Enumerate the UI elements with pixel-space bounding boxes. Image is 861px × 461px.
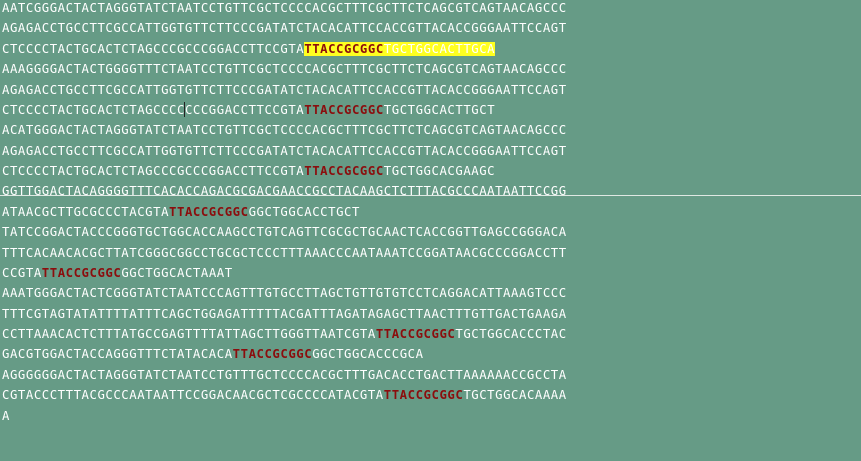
sequence-line[interactable]: GACGTGGACTACCAGGGTTTCTATACACATTACCGCGGCG… bbox=[2, 344, 424, 364]
sequence-text: TTTCGTAGTATATTTTATTTCAGCTGGAGATTTTTACGAT… bbox=[2, 306, 567, 321]
primer-motif-match: TTACCGCGGC bbox=[41, 265, 122, 280]
sequence-text: AAATGGGACTACTCGGGTATCTAATCCCAGTTTGTGCCTT… bbox=[2, 286, 567, 301]
sequence-text: GGTTGGACTACAGGGGTTTCACACCAGACGCGACGAACCG… bbox=[2, 184, 567, 199]
sequence-text: TGCTGGCACCCTAC bbox=[455, 327, 567, 342]
sequence-line[interactable]: AGAGACCTGCCTTCGCCATTGGTGTTCTTCCCGATATCTA… bbox=[2, 18, 567, 38]
sequence-text: ATAACGCTTGCGCCCTACGTA bbox=[2, 204, 170, 219]
primer-motif-match-highlighted: TTACCGCGGC bbox=[304, 41, 384, 56]
sequence-line[interactable]: AGAGACCTGCCTTCGCCATTGGTGTTCTTCCCGATATCTA… bbox=[2, 80, 567, 100]
sequence-line[interactable]: CCGTATTACCGCGGCGGCTGGCACTAAAT bbox=[2, 263, 233, 283]
sequence-line[interactable]: CTCCCCTACTGCACTCTAGCCCGCCCGGACCTTCCGTATT… bbox=[2, 161, 495, 181]
sequence-divider bbox=[0, 195, 861, 196]
sequence-line[interactable]: AGAGACCTGCCTTCGCCATTGGTGTTCTTCCCGATATCTA… bbox=[2, 141, 567, 161]
search-highlight: TTACCGCGGCTGCTGGCACTTGCA bbox=[304, 41, 496, 56]
sequence-text: TTTCACAACACGCTTATCGGGCGGCCTGCGCTCCCTTTAA… bbox=[2, 245, 567, 260]
sequence-text: CTCCCCTACTGCACTCTAGCCCGCCCGGACCTTCCGTA bbox=[2, 41, 305, 56]
sequence-line[interactable]: CGTACCCTTTACGCCCAATAATTCCGGACAACGCTCGCCC… bbox=[2, 385, 567, 405]
sequence-text: CGTACCCTTTACGCCCAATAATTCCGGACAACGCTCGCCC… bbox=[2, 388, 384, 403]
sequence-text: A bbox=[2, 408, 10, 423]
sequence-line[interactable]: AAATGGGACTACTCGGGTATCTAATCCCAGTTTGTGCCTT… bbox=[2, 283, 567, 303]
sequence-line[interactable]: GGTTGGACTACAGGGGTTTCACACCAGACGCGACGAACCG… bbox=[2, 181, 567, 201]
text-cursor bbox=[184, 101, 186, 117]
sequence-line[interactable]: CTCCCCTACTGCACTCTAGCCCCCCCGGACCTTCCGTATT… bbox=[2, 100, 495, 120]
sequence-text: AGAGACCTGCCTTCGCCATTGGTGTTCTTCCCGATATCTA… bbox=[2, 82, 567, 97]
sequence-line[interactable]: AAAGGGGACTACTGGGGTTTCTAATCCTGTTCGCTCCCCA… bbox=[2, 59, 567, 79]
sequence-line[interactable]: TATCCGGACTACCCGGGTGCTGGCACCAAGCCTGTCAGTT… bbox=[2, 222, 567, 242]
sequence-text: GGCTGGCACTAAAT bbox=[121, 265, 233, 280]
sequence-text: AATCGGGACTACTAGGGTATCTAATCCTGTTCGCTCCCCA… bbox=[2, 1, 567, 15]
primer-motif-match: TTACCGCGGC bbox=[304, 102, 384, 117]
sequence-text: AGGGGGGACTACTAGGGTATCTAATCCTGTTTGCTCCCCA… bbox=[2, 367, 567, 382]
sequence-text: TGCTGGCACGAAGC bbox=[383, 164, 496, 179]
primer-motif-match: TTACCGCGGC bbox=[375, 327, 456, 342]
sequence-text: AGAGACCTGCCTTCGCCATTGGTGTTCTTCCCGATATCTA… bbox=[2, 143, 567, 158]
primer-motif-match: TTACCGCGGC bbox=[304, 164, 384, 179]
sequence-line[interactable]: CCTTAAACACTCTTTATGCCGAGTTTTATTAGCTTGGGTT… bbox=[2, 324, 567, 344]
sequence-line[interactable]: TTTCGTAGTATATTTTATTTCAGCTGGAGATTTTTACGAT… bbox=[2, 304, 567, 324]
primer-motif-match: TTACCGCGGC bbox=[383, 388, 464, 403]
sequence-text: CCTTAAACACTCTTTATGCCGAGTTTTATTAGCTTGGGTT… bbox=[2, 327, 376, 342]
sequence-text: CTCCCCTACTGCACTCTAGCCCGCCCGGACCTTCCGTA bbox=[2, 164, 305, 179]
sequence-text: CCGTA bbox=[2, 265, 42, 280]
sequence-text: CTCCCCTACTGCACTCTAGCCCC bbox=[2, 102, 185, 117]
sequence-text: GACGTGGACTACCAGGGTTTCTATACACA bbox=[2, 347, 233, 362]
sequence-text: TGCTGGCACAAAA bbox=[463, 388, 567, 403]
sequence-text: TGCTGGCACTTGCT bbox=[383, 102, 496, 117]
sequence-line[interactable]: A bbox=[2, 406, 10, 426]
sequence-line[interactable]: ATAACGCTTGCGCCCTACGTATTACCGCGGCGGCTGGCAC… bbox=[2, 202, 360, 222]
primer-motif-match: TTACCGCGGC bbox=[232, 347, 313, 362]
sequence-text: AAAGGGGACTACTGGGGTTTCTAATCCTGTTCGCTCCCCA… bbox=[2, 62, 567, 77]
primer-motif-match: TTACCGCGGC bbox=[169, 204, 249, 219]
sequence-text: GGCTGGCACCTGCT bbox=[248, 204, 360, 219]
sequence-text: GGCTGGCACCCGCA bbox=[312, 347, 424, 362]
sequence-line[interactable]: CTCCCCTACTGCACTCTAGCCCGCCCGGACCTTCCGTATT… bbox=[2, 39, 496, 59]
sequence-line[interactable]: TTTCACAACACGCTTATCGGGCGGCCTGCGCTCCCTTTAA… bbox=[2, 243, 567, 263]
highlighted-sequence: TGCTGGCACTTGCA bbox=[383, 41, 496, 56]
sequence-line[interactable]: ACATGGGACTACTAGGGTATCTAATCCTGTTCGCTCCCCA… bbox=[2, 120, 567, 140]
sequence-text: ACATGGGACTACTAGGGTATCTAATCCTGTTCGCTCCCCA… bbox=[2, 123, 567, 138]
sequence-line[interactable]: AATCGGGACTACTAGGGTATCTAATCCTGTTCGCTCCCCA… bbox=[2, 0, 567, 18]
sequence-text: CCCGGACCTTCCGTA bbox=[184, 102, 305, 117]
sequence-text: AGAGACCTGCCTTCGCCATTGGTGTTCTTCCCGATATCTA… bbox=[2, 21, 567, 36]
sequence-line[interactable]: AGGGGGGACTACTAGGGTATCTAATCCTGTTTGCTCCCCA… bbox=[2, 365, 567, 385]
sequence-text: TATCCGGACTACCCGGGTGCTGGCACCAAGCCTGTCAGTT… bbox=[2, 225, 567, 240]
